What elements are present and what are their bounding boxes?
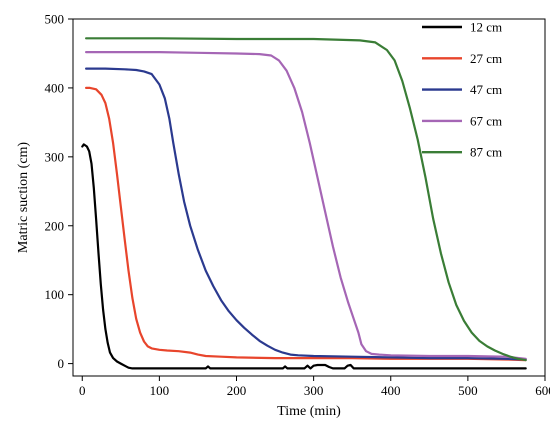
y-tick-label: 0 <box>58 356 65 371</box>
legend-label: 67 cm <box>470 113 502 128</box>
axes: 0 100 200 300 400 500 600 0 100 200 300 400 500 <box>45 12 550 399</box>
legend-label: 27 cm <box>470 51 502 66</box>
x-tick-label: 200 <box>227 383 247 398</box>
x-tick-label: 500 <box>458 383 478 398</box>
y-tick-label: 200 <box>45 218 65 233</box>
x-tick-label: 100 <box>150 383 170 398</box>
x-tick-label: 0 <box>79 383 86 398</box>
series-line-67-cm <box>85 51 527 360</box>
legend-label: 87 cm <box>470 145 502 160</box>
series-line-87-cm <box>85 37 527 362</box>
series-line-47-cm <box>85 67 527 361</box>
legend-label: 47 cm <box>470 82 502 97</box>
x-axis-title: Time (min) <box>277 404 341 419</box>
y-axis-title: Matric suction (cm) <box>16 142 31 254</box>
x-tick-label: 300 <box>304 383 324 398</box>
series-line-27-cm <box>85 86 527 362</box>
x-tick-label: 400 <box>381 383 401 398</box>
series-line-12-cm <box>81 143 527 370</box>
plot-area <box>81 37 527 370</box>
y-tick-label: 300 <box>45 149 65 164</box>
legend-label: 12 cm <box>470 20 502 35</box>
y-tick-label: 500 <box>45 12 65 27</box>
plot-frame <box>72 18 546 377</box>
x-tick-label: 600 <box>535 383 550 398</box>
y-tick-label: 100 <box>45 287 65 302</box>
legend: 12 cm 27 cm 47 cm 67 cm 87 cm <box>422 20 502 160</box>
y-tick-label: 400 <box>45 80 65 95</box>
